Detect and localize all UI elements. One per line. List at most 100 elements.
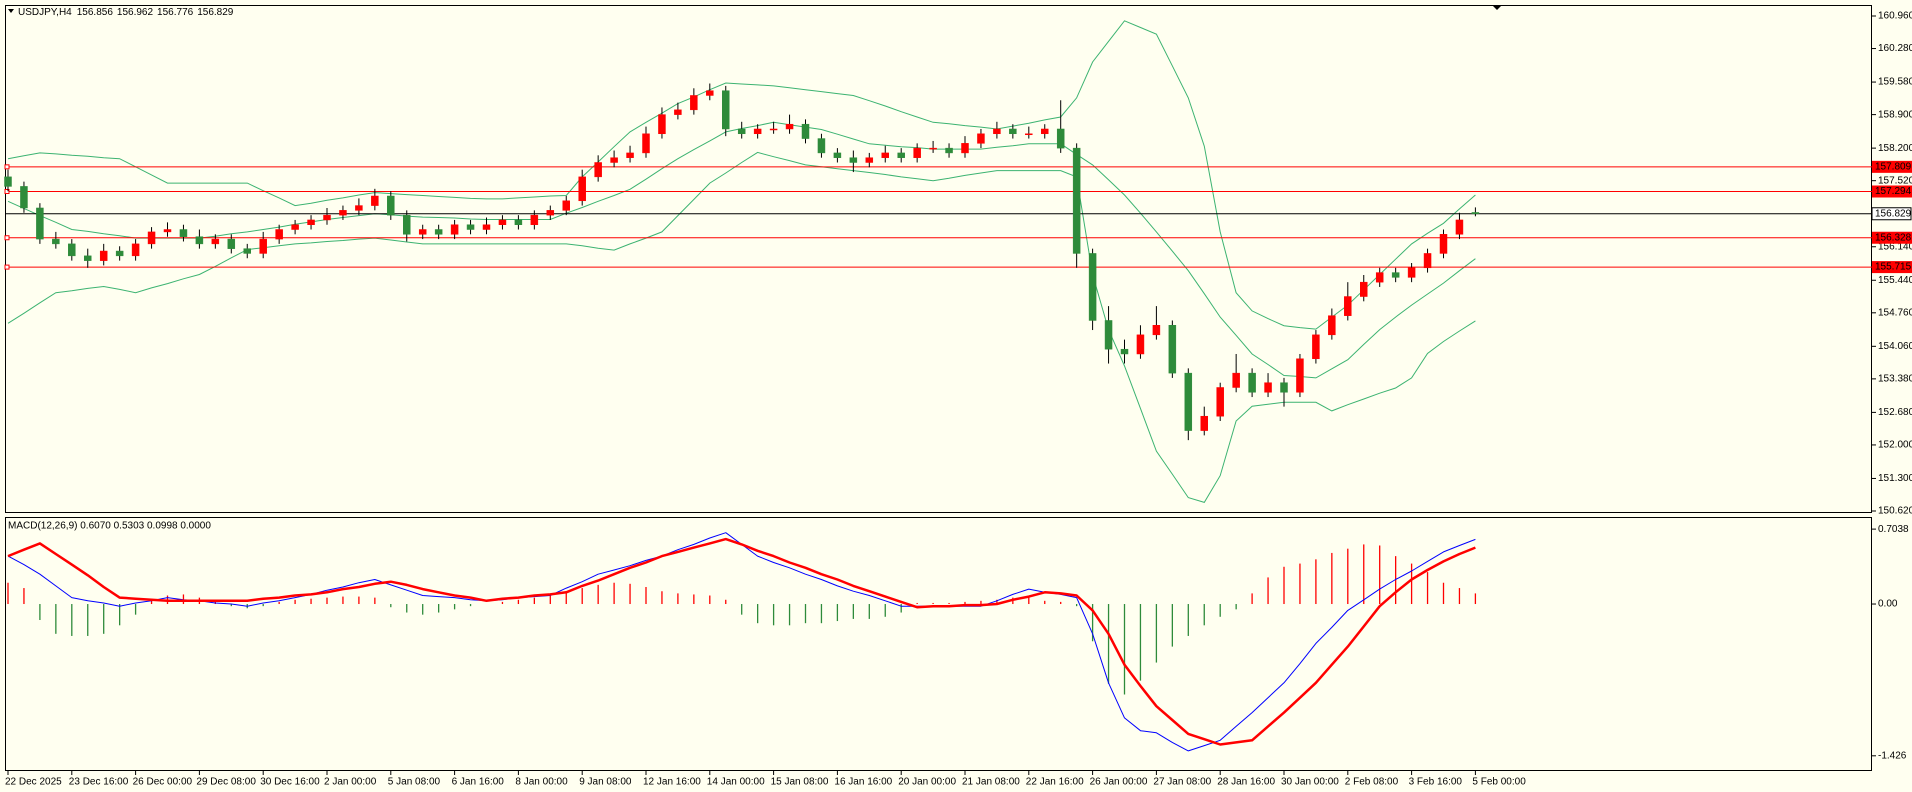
- candle-body: [1264, 382, 1272, 393]
- x-tick-label: 22 Jan 16:00: [1026, 777, 1084, 788]
- candle-body: [4, 176, 12, 187]
- candle-body: [1041, 128, 1049, 135]
- candle-body: [562, 200, 570, 211]
- y-tick-label: 158.200: [1878, 143, 1912, 154]
- y-tick-label: 156.140: [1878, 241, 1912, 252]
- candle-body: [387, 195, 395, 216]
- candle-body: [1184, 372, 1193, 431]
- candle-body: [1248, 372, 1256, 393]
- x-tick-label: 2 Jan 00:00: [324, 777, 377, 788]
- candle-body: [626, 152, 634, 158]
- y-tick-label: 150.620: [1878, 506, 1912, 517]
- y-tick-label: 152.000: [1878, 440, 1912, 451]
- price-label: 156.829: [1875, 208, 1912, 219]
- candle-body: [450, 224, 459, 235]
- candle-body: [801, 123, 810, 139]
- candle-body: [1407, 267, 1416, 278]
- candle-body: [227, 238, 236, 249]
- bollinger-band: [7, 151, 1476, 503]
- x-tick-label: 8 Jan 00:00: [515, 777, 568, 788]
- level-anchor: [4, 164, 10, 170]
- level-label-box: [1872, 261, 1912, 274]
- candle-body: [68, 243, 76, 257]
- candle-body: [243, 248, 251, 254]
- candle-body: [339, 210, 347, 216]
- candle-body: [1296, 358, 1304, 393]
- candle-body: [546, 210, 555, 216]
- candle-body: [929, 147, 937, 150]
- x-tick-label: 3 Feb 16:00: [1409, 777, 1463, 788]
- candle-body: [36, 207, 44, 240]
- candle-body: [1423, 253, 1432, 269]
- candle-body: [674, 109, 682, 115]
- candle-body: [195, 236, 204, 245]
- candle-body: [1375, 272, 1384, 283]
- x-tick-label: 28 Jan 16:00: [1217, 777, 1275, 788]
- x-tick-label: 26 Dec 00:00: [133, 777, 193, 788]
- candle-body: [530, 214, 539, 225]
- symbol-header: USDJPY,H4 156.856 156.962 156.776 156.829: [18, 7, 234, 18]
- candle-body: [690, 95, 698, 111]
- y-tick-label: 158.900: [1878, 109, 1912, 120]
- level-label-box: [1872, 231, 1912, 244]
- candle-body: [99, 250, 108, 261]
- candle-body: [1152, 325, 1161, 336]
- macd-line: [7, 537, 1476, 746]
- candle-body: [578, 176, 586, 202]
- x-tick-label: 5 Feb 00:00: [1472, 777, 1526, 788]
- candle-body: [211, 238, 220, 245]
- x-tick-label: 27 Jan 08:00: [1153, 777, 1211, 788]
- candle-body: [913, 147, 921, 158]
- y-tick-label: 159.580: [1878, 77, 1912, 88]
- y-tick-label: 157.520: [1878, 175, 1912, 186]
- candle-body: [131, 243, 140, 257]
- y-tick-label: 160.280: [1878, 43, 1912, 54]
- x-tick-label: 16 Jan 16:00: [834, 777, 892, 788]
- header-open: 156.856: [77, 7, 114, 18]
- candle-body: [945, 147, 953, 154]
- x-tick-label: 21 Jan 08:00: [962, 777, 1020, 788]
- x-tick-label: 23 Dec 16:00: [69, 777, 129, 788]
- candle-body: [163, 229, 172, 233]
- level-label-box: [1872, 185, 1912, 198]
- y-tick-label: 154.760: [1878, 307, 1912, 318]
- shift-marker: [1492, 5, 1502, 10]
- candle-body: [259, 238, 267, 254]
- candle-body: [658, 114, 666, 135]
- candle-body: [1216, 387, 1224, 417]
- candle-body: [1120, 348, 1129, 355]
- candle-body: [418, 229, 427, 235]
- candle-body: [769, 128, 778, 131]
- candle-body: [1200, 415, 1208, 431]
- candle-body: [817, 138, 826, 154]
- candle-body: [84, 255, 92, 261]
- x-tick-label: 29 Dec 08:00: [196, 777, 256, 788]
- x-tick-label: 30 Jan 00:00: [1281, 777, 1339, 788]
- menu-triangle: [8, 9, 14, 13]
- candle-body: [737, 128, 746, 135]
- level-label: 157.809: [1875, 161, 1912, 172]
- axis-layer: 160.960 160.280 159.580 158.900 158.200 157.5…: [5, 11, 1912, 788]
- candle-body: [323, 214, 331, 221]
- candle-body: [1168, 325, 1177, 374]
- candle-body: [1439, 234, 1448, 254]
- x-tick-label: 22 Dec 2025: [5, 777, 62, 788]
- x-tick-label: 5 Jan 08:00: [388, 777, 441, 788]
- candle-body: [147, 231, 156, 245]
- candle-body: [1088, 253, 1097, 321]
- x-tick-label: 9 Jan 08:00: [579, 777, 632, 788]
- candle-body: [897, 152, 905, 158]
- candle-body: [371, 195, 379, 206]
- x-tick-label: 26 Jan 00:00: [1090, 777, 1148, 788]
- candle-body: [1056, 128, 1065, 149]
- candle-body: [1072, 147, 1081, 254]
- candle-body: [355, 205, 363, 211]
- candle-body: [1009, 128, 1017, 135]
- candle-body: [1025, 133, 1033, 136]
- candle-body: [403, 214, 411, 235]
- candle-body: [1104, 320, 1113, 350]
- level-label: 157.294: [1875, 186, 1912, 197]
- main-panel-frame: [5, 5, 1872, 513]
